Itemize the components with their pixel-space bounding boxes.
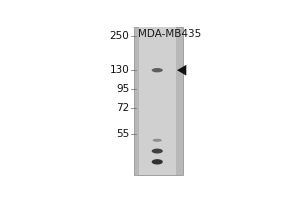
Text: 95: 95	[116, 84, 129, 94]
Ellipse shape	[152, 159, 163, 165]
Polygon shape	[177, 65, 186, 76]
Bar	[139, 27, 176, 175]
Ellipse shape	[153, 139, 162, 142]
Text: 55: 55	[116, 129, 129, 139]
Text: 72: 72	[116, 103, 129, 113]
Ellipse shape	[152, 149, 163, 154]
Text: MDA-MB435: MDA-MB435	[138, 29, 202, 39]
Text: 250: 250	[110, 31, 129, 41]
Text: 130: 130	[110, 65, 129, 75]
Bar	[134, 27, 183, 175]
Ellipse shape	[152, 68, 163, 72]
